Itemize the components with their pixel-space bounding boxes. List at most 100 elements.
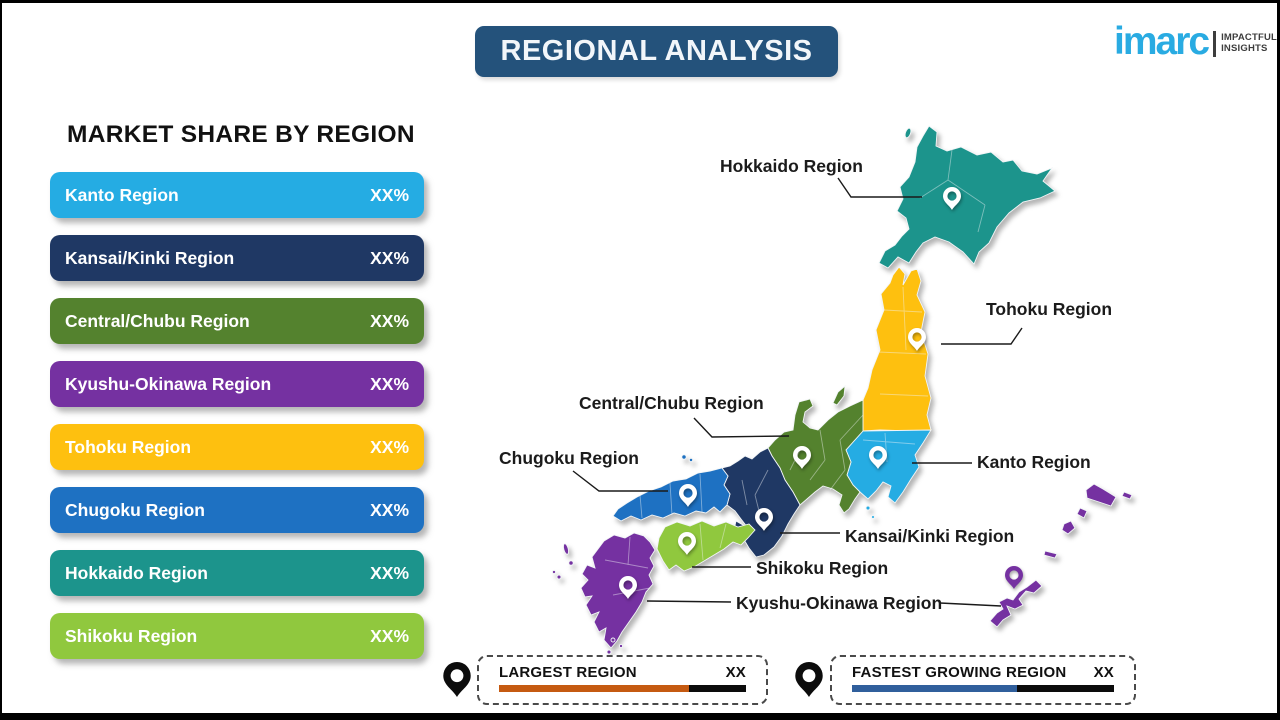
fastest-growing-region-value: XX <box>1093 664 1114 681</box>
callout-central-chubu <box>693 417 790 438</box>
largest-region-label: LARGEST REGION <box>499 664 637 681</box>
bar-value: XX% <box>370 247 409 268</box>
bar-value: XX% <box>370 436 409 457</box>
market-share-bar-hokkaido: Hokkaido Region XX% <box>50 550 424 596</box>
market-share-bar-central-chubu: Central/Chubu Region XX% <box>50 298 424 344</box>
map-pins <box>619 187 1023 599</box>
island-oki-2 <box>688 457 694 463</box>
market-share-bar-tohoku: Tohoku Region XX% <box>50 424 424 470</box>
bar-value: XX% <box>370 625 409 646</box>
logo-tagline: IMPACTFUL INSIGHTS <box>1221 31 1278 55</box>
island-okinawa-mid <box>1061 520 1076 535</box>
bar-label: Kanto Region <box>65 184 179 205</box>
callout-lines <box>572 177 1023 607</box>
bar-value: XX% <box>370 184 409 205</box>
largest-region-bar-fill <box>499 685 690 692</box>
region-hokkaido <box>878 125 1056 269</box>
pin-kanto <box>869 446 887 469</box>
top-border <box>0 0 1280 3</box>
island-amami-2 <box>1121 491 1133 500</box>
page-title: REGIONAL ANALYSIS <box>475 26 838 77</box>
logo-divider <box>1213 30 1217 57</box>
market-share-heading: MARKET SHARE BY REGION <box>67 121 415 148</box>
pin-kyushu <box>619 576 637 599</box>
island-tsushima <box>562 543 570 555</box>
island-iki <box>568 560 574 566</box>
map-label-chugoku: Chugoku Region <box>499 448 639 468</box>
island-izu-2 <box>871 515 875 519</box>
map-label-kyushu-okinawa: Kyushu-Okinawa Region <box>736 593 943 613</box>
region-shikoku <box>656 520 756 572</box>
market-share-bar-chugoku: Chugoku Region XX% <box>50 487 424 533</box>
island-rishiri <box>904 127 912 139</box>
pin-tohoku <box>908 328 926 351</box>
region-tohoku <box>862 266 932 432</box>
pin-chugoku <box>679 484 697 507</box>
bar-label: Kyushu-Okinawa Region <box>65 373 272 394</box>
fastest-growing-region-bar-rest <box>1017 685 1114 692</box>
callout-chugoku <box>572 470 668 492</box>
map-label-central-chubu: Central/Chubu Region <box>579 393 764 413</box>
bar-label: Central/Chubu Region <box>65 310 250 331</box>
map-label-tohoku: Tohoku Region <box>986 299 1113 319</box>
island-south-1 <box>610 637 616 643</box>
island-okinawa-main <box>989 579 1043 628</box>
island-south-2 <box>618 643 624 649</box>
market-share-bar-kyushu-okinawa: Kyushu-Okinawa Region XX% <box>50 361 424 407</box>
bar-label: Tohoku Region <box>65 436 192 457</box>
map-label-kansai: Kansai/Kinki Region <box>845 526 1015 546</box>
largest-region-legend: LARGEST REGION XX <box>477 655 768 705</box>
island-oki-1 <box>681 454 687 460</box>
map-label-shikoku: Shikoku Region <box>756 558 889 578</box>
logo-tagline-line2: INSIGHTS <box>1221 42 1268 54</box>
island-izu-1 <box>865 505 871 511</box>
bar-value: XX% <box>370 373 409 394</box>
largest-region-bar <box>499 685 746 692</box>
map-label-kanto: Kanto Region <box>977 452 1091 472</box>
bar-label: Shikoku Region <box>65 625 198 646</box>
island-amami-3 <box>1076 507 1088 519</box>
pin-okinawa <box>1005 566 1023 589</box>
pin-hokkaido <box>943 187 961 210</box>
island-south-3 <box>606 649 612 655</box>
japan-landmass <box>551 125 1133 663</box>
fastest-growing-region-bar-fill <box>852 685 1018 692</box>
map-label-hokkaido: Hokkaido Region <box>720 156 863 176</box>
market-share-bar-kansai: Kansai/Kinki Region XX% <box>50 235 424 281</box>
bar-value: XX% <box>370 562 409 583</box>
fastest-growing-region-bar <box>852 685 1114 692</box>
market-share-bar-shikoku: Shikoku Region XX% <box>50 613 424 659</box>
callout-hokkaido <box>837 177 922 198</box>
largest-region-value: XX <box>725 664 746 681</box>
callout-okinawa-right <box>939 602 1002 607</box>
bar-label: Kansai/Kinki Region <box>65 247 235 268</box>
island-goto-2 <box>556 574 562 580</box>
region-chugoku <box>612 467 731 522</box>
bar-value: XX% <box>370 499 409 520</box>
left-border <box>0 0 2 720</box>
right-border <box>1277 0 1280 720</box>
bar-label: Chugoku Region <box>65 499 205 520</box>
bar-label: Hokkaido Region <box>65 562 208 583</box>
callout-kyushu-left <box>646 600 732 603</box>
fastest-growing-region-legend: FASTEST GROWING REGION XX <box>830 655 1136 705</box>
island-okinawa-dash <box>1043 550 1058 559</box>
bottom-border <box>0 713 1280 720</box>
island-sado <box>832 384 846 406</box>
market-share-bar-kanto: Kanto Region XX% <box>50 172 424 218</box>
island-amami-1 <box>1085 483 1117 507</box>
imarc-logo: imarc IMPACTFUL INSIGHTS <box>1114 22 1277 61</box>
island-goto-1 <box>551 569 557 575</box>
fastest-growing-region-label: FASTEST GROWING REGION <box>852 664 1067 681</box>
fastest-growing-region-pin-icon <box>795 661 823 698</box>
pin-central-chubu <box>793 446 811 469</box>
pin-shikoku <box>678 532 696 555</box>
logo-tagline-line1: IMPACTFUL <box>1221 31 1278 43</box>
largest-region-bar-rest <box>689 685 746 692</box>
callout-tohoku <box>941 327 1023 345</box>
market-share-list: Kanto Region XX% Kansai/Kinki Region XX%… <box>50 172 424 676</box>
largest-region-pin-icon <box>443 661 471 698</box>
bar-value: XX% <box>370 310 409 331</box>
